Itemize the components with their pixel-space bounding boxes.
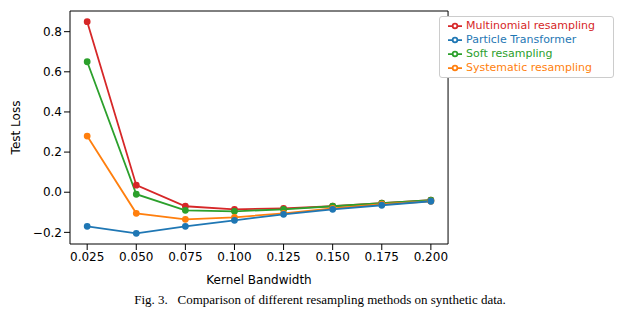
svg-text:0.150: 0.150: [315, 250, 349, 264]
svg-text:Kernel Bandwidth: Kernel Bandwidth: [206, 273, 311, 286]
html-text:Particle Transformer: Particle Transformer: [466, 33, 577, 46]
svg-text:0.175: 0.175: [365, 250, 399, 264]
svg-text:0.100: 0.100: [217, 250, 251, 264]
html-text:Fig. 3. Comparison of differen: Fig. 3. Comparison of different resampli…: [134, 292, 506, 307]
html-text:Multinomial resampling: Multinomial resampling: [466, 19, 595, 32]
svg-text:0.200: 0.200: [414, 250, 448, 264]
svg-text:0.4: 0.4: [43, 105, 62, 119]
svg-text:0.025: 0.025: [70, 250, 104, 264]
svg-text:0.8: 0.8: [43, 25, 62, 39]
svg-text:−0.2: −0.2: [33, 226, 62, 240]
svg-text:0.075: 0.075: [168, 250, 202, 264]
svg-text:0.2: 0.2: [43, 145, 62, 159]
svg-text:0.6: 0.6: [43, 65, 62, 79]
html-text:Soft resampling: Soft resampling: [466, 47, 553, 60]
html-text:Systematic resampling: Systematic resampling: [466, 61, 592, 74]
svg-text:Test Loss: Test Loss: [9, 101, 23, 156]
svg-text:0.0: 0.0: [43, 185, 62, 199]
svg-text:0.125: 0.125: [266, 250, 300, 264]
svg-text:0.050: 0.050: [119, 250, 153, 264]
